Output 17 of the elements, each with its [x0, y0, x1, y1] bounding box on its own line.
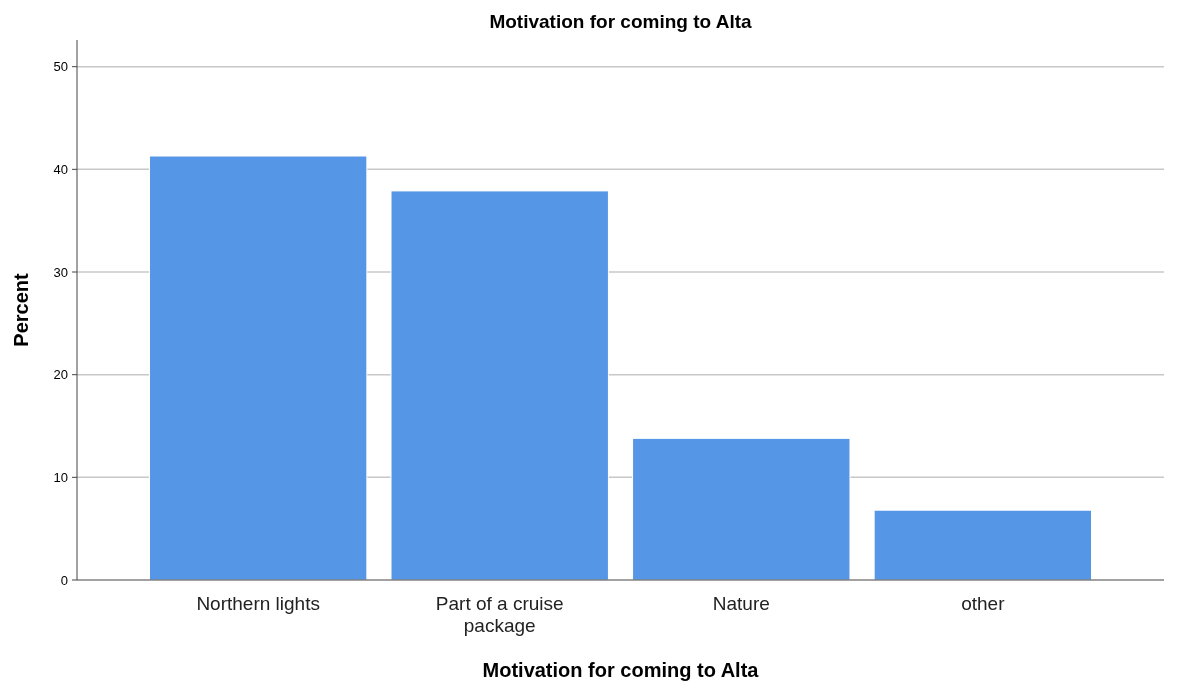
y-tick-label: 30	[53, 264, 68, 280]
chart-title: Motivation for coming to Alta	[489, 11, 752, 32]
bar	[873, 509, 1093, 581]
x-tick-label: Part of a cruise package	[435, 593, 564, 636]
bar	[148, 155, 368, 581]
x-tick-label: other	[961, 593, 1006, 614]
bar	[632, 437, 851, 581]
y-axis-title: Percent	[10, 272, 32, 347]
y-tick-label: 20	[53, 367, 68, 383]
y-tick-label: 0	[60, 572, 68, 588]
y-tick-label: 10	[53, 469, 68, 485]
x-tick-label: Northern lights	[196, 593, 320, 614]
y-tick-label: 50	[53, 59, 68, 75]
x-axis-title: Motivation for coming to Alta	[482, 659, 760, 681]
x-tick-label: Nature	[712, 593, 770, 614]
y-tick-label: 40	[53, 161, 68, 177]
bar	[390, 190, 609, 581]
